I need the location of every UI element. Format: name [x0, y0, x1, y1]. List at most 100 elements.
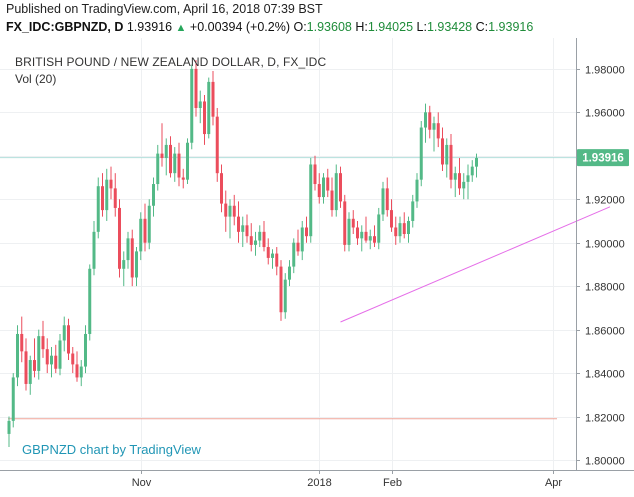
price-change: +0.00394 (+0.2%) [189, 20, 290, 34]
low-label: L: [416, 20, 427, 34]
candle-body [258, 231, 262, 241]
candle-body [84, 333, 87, 367]
candle-body [50, 355, 53, 365]
candle-body [415, 179, 419, 202]
time-tick-label: Feb [383, 477, 402, 489]
high-value: 1.94025 [367, 20, 414, 34]
low-value: 1.93428 [426, 20, 473, 34]
trendline[interactable] [340, 206, 611, 323]
time-axis[interactable]: Nov 2018 Feb Apr [132, 470, 563, 489]
time-tick-label: Apr [545, 477, 562, 489]
candle-body [262, 231, 266, 248]
candle-body [283, 279, 287, 313]
candle-body [356, 227, 359, 239]
candle-body [232, 205, 236, 217]
candle-body [24, 351, 28, 384]
candle-body [37, 336, 41, 371]
candle-body [373, 236, 376, 243]
candle-body [279, 266, 283, 313]
candle-body [152, 184, 155, 206]
open-value: 1.93608 [306, 20, 352, 34]
candle-body [207, 81, 211, 135]
candle-body [360, 231, 364, 239]
candle-body [449, 144, 453, 180]
volume-indicator-label[interactable]: Vol (20) [15, 72, 57, 86]
price-tick-label: 1.86000 [585, 326, 625, 338]
price-axis[interactable]: 1.980001.960001.940001.920001.900001.880… [576, 65, 625, 468]
candle-body [330, 190, 334, 211]
chart-watermark[interactable]: GBPNZD chart by TradingView [22, 442, 201, 457]
candle-body [211, 81, 215, 117]
candle-body [54, 355, 58, 369]
candle-body [139, 218, 143, 252]
candle-body [194, 68, 198, 108]
candle-body [220, 173, 223, 204]
candle-body [432, 123, 436, 130]
close-label: C: [475, 20, 489, 34]
price-tick-label: 1.88000 [585, 282, 625, 294]
candle-body [385, 188, 389, 211]
candle-body [143, 218, 147, 243]
candle-body [173, 153, 177, 174]
candle-body [7, 420, 11, 434]
candle-body [466, 175, 470, 182]
candle-body [326, 177, 330, 191]
candle-body [419, 127, 423, 180]
candle-body [249, 236, 253, 245]
candle-body [122, 260, 126, 269]
candle-body [470, 166, 474, 176]
candle-body [215, 116, 219, 174]
candle-body [292, 242, 296, 267]
price-tick-label: 1.84000 [585, 369, 625, 381]
candle-body [101, 186, 104, 211]
candle-body [462, 181, 466, 189]
symbol-label: FX_IDC:GBPNZD, D [6, 20, 124, 34]
candle-body [347, 218, 351, 245]
candle-body [271, 253, 274, 258]
candle-body [407, 220, 410, 235]
price-tick-label: 1.90000 [585, 239, 625, 251]
candle-body [41, 336, 45, 350]
price-tick-label: 1.92000 [585, 195, 625, 207]
candle-body [313, 164, 317, 185]
last-price-badge: 1.93916 [577, 149, 629, 167]
candle-body [245, 225, 249, 237]
candle-body [203, 101, 206, 135]
price-tick-label: 1.80000 [585, 456, 625, 468]
candle-body [300, 227, 304, 252]
time-tick-label: Nov [132, 477, 152, 489]
candle-body [177, 153, 181, 178]
candle-body [190, 68, 194, 143]
candle-body [169, 144, 172, 174]
candle-body [441, 138, 444, 165]
last-price: 1.93916 [126, 20, 173, 34]
candle-body [241, 225, 245, 232]
candle-body [428, 112, 432, 130]
candle-body [88, 268, 92, 334]
candle-body [398, 223, 402, 237]
candle-body [109, 179, 113, 189]
price-tick-label: 1.98000 [585, 65, 625, 77]
candle-body [402, 223, 406, 235]
up-arrow-icon: ▲ [175, 22, 187, 34]
candle-body [156, 153, 160, 185]
close-value: 1.93916 [488, 20, 534, 34]
candle-body [164, 144, 168, 158]
candles [7, 60, 478, 447]
candle-body [275, 253, 279, 267]
candle-body [237, 216, 240, 232]
candle-body [296, 242, 300, 252]
candle-body [445, 144, 449, 165]
candle-body [130, 238, 134, 278]
candle-body [305, 227, 308, 237]
chart-grid [0, 38, 576, 470]
candle-body [92, 231, 96, 269]
candle-body [322, 177, 325, 198]
candle-body [475, 157, 478, 167]
candle-body [75, 364, 79, 378]
candle-body [113, 188, 117, 208]
candle-body [33, 360, 36, 371]
candle-body [20, 333, 24, 352]
candle-body [334, 173, 338, 211]
